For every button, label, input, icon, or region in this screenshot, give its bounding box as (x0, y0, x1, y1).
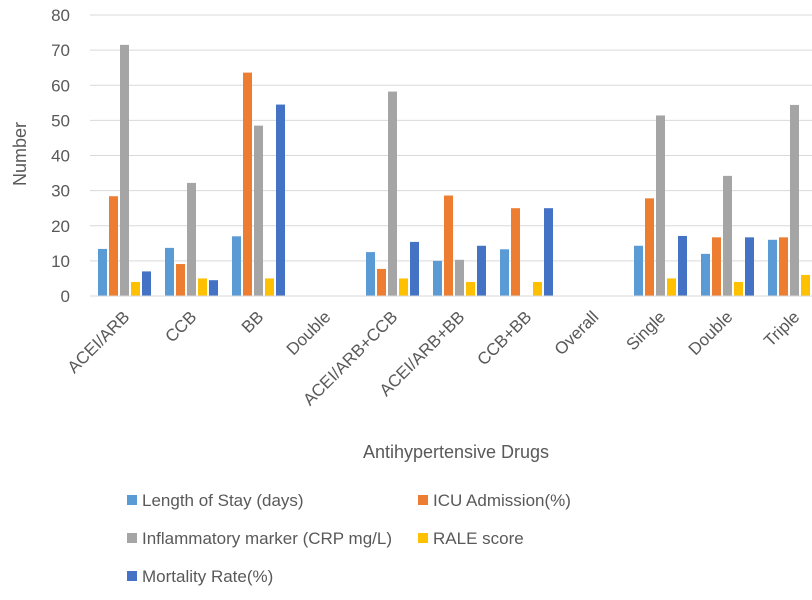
bar (511, 208, 520, 296)
bars (90, 44, 812, 297)
y-tick-label: 50 (51, 111, 70, 130)
bar (131, 281, 140, 296)
bar (410, 241, 419, 296)
bar (176, 264, 185, 296)
legend-swatch (418, 533, 428, 543)
bar (254, 125, 263, 296)
y-tick-label: 40 (51, 147, 70, 166)
x-tick-label: Overall (551, 307, 603, 359)
legend-label: Inflammatory marker (CRP mg/L) (142, 529, 392, 548)
bar (768, 239, 777, 296)
bar (801, 274, 810, 296)
bar (433, 260, 442, 296)
bar (198, 278, 207, 296)
x-tick-label: CCB (162, 307, 201, 346)
x-tick-label: Triple (760, 307, 803, 350)
y-tick-label: 0 (61, 287, 70, 306)
bar (265, 278, 274, 296)
bar (634, 245, 643, 296)
bar (477, 245, 486, 296)
y-tick-label: 60 (51, 76, 70, 95)
legend-label: ICU Admission(%) (433, 491, 571, 510)
x-axis-title: Antihypertensive Drugs (363, 442, 549, 462)
bar (399, 278, 408, 296)
bar (645, 198, 654, 296)
bar (98, 248, 107, 296)
bar (455, 259, 464, 296)
bar (142, 271, 151, 296)
legend-swatch (127, 571, 137, 581)
bar (779, 237, 788, 296)
bar (466, 281, 475, 296)
y-tick-label: 70 (51, 41, 70, 60)
y-axis-title: Number (10, 122, 30, 186)
bar (187, 182, 196, 296)
bar (209, 280, 218, 296)
bar (533, 281, 542, 296)
legend-label: Mortality Rate(%) (142, 567, 273, 586)
bar (745, 237, 754, 296)
x-axis-labels: ACEI/ARB CCB BB DoubleACEI/ARB+CCBACEI/ARB+… (64, 307, 804, 409)
legend: Length of Stay (days) ICU Admission(%) Inf… (127, 491, 571, 586)
bar (667, 278, 676, 296)
bar (109, 196, 118, 296)
bar (656, 115, 665, 297)
bar (377, 268, 386, 296)
legend-swatch (418, 495, 428, 505)
gridlines (90, 14, 812, 297)
bar (165, 247, 174, 296)
bar (388, 91, 397, 296)
bar (500, 249, 509, 296)
bar (712, 237, 721, 296)
bar (444, 195, 453, 296)
y-tick-label: 30 (51, 182, 70, 201)
bar (701, 253, 710, 296)
y-tick-label: 20 (51, 217, 70, 236)
legend-label: Length of Stay (days) (142, 491, 304, 510)
bar (678, 235, 687, 296)
bar (276, 104, 285, 296)
bar (790, 104, 799, 296)
bar (723, 175, 732, 296)
legend-swatch (127, 495, 137, 505)
bar (120, 44, 129, 297)
x-tick-label: Double (685, 307, 737, 359)
x-tick-label: CCB+BB (473, 307, 535, 369)
bar (243, 72, 252, 296)
legend-label: RALE score (433, 529, 524, 548)
y-tick-label: 80 (51, 6, 70, 25)
y-tick-label: 10 (51, 252, 70, 271)
x-tick-label: BB (238, 307, 267, 336)
bar (544, 208, 553, 296)
legend-swatch (127, 533, 137, 543)
x-tick-label: Double (283, 307, 335, 359)
bar (734, 281, 743, 296)
x-tick-label: Single (622, 307, 669, 354)
bar (232, 236, 241, 296)
y-axis-ticks: 0 10 20 30 40 50 60 70 80 (51, 6, 70, 306)
x-tick-label: ACEI/ARB (64, 307, 134, 377)
bar (366, 252, 375, 296)
